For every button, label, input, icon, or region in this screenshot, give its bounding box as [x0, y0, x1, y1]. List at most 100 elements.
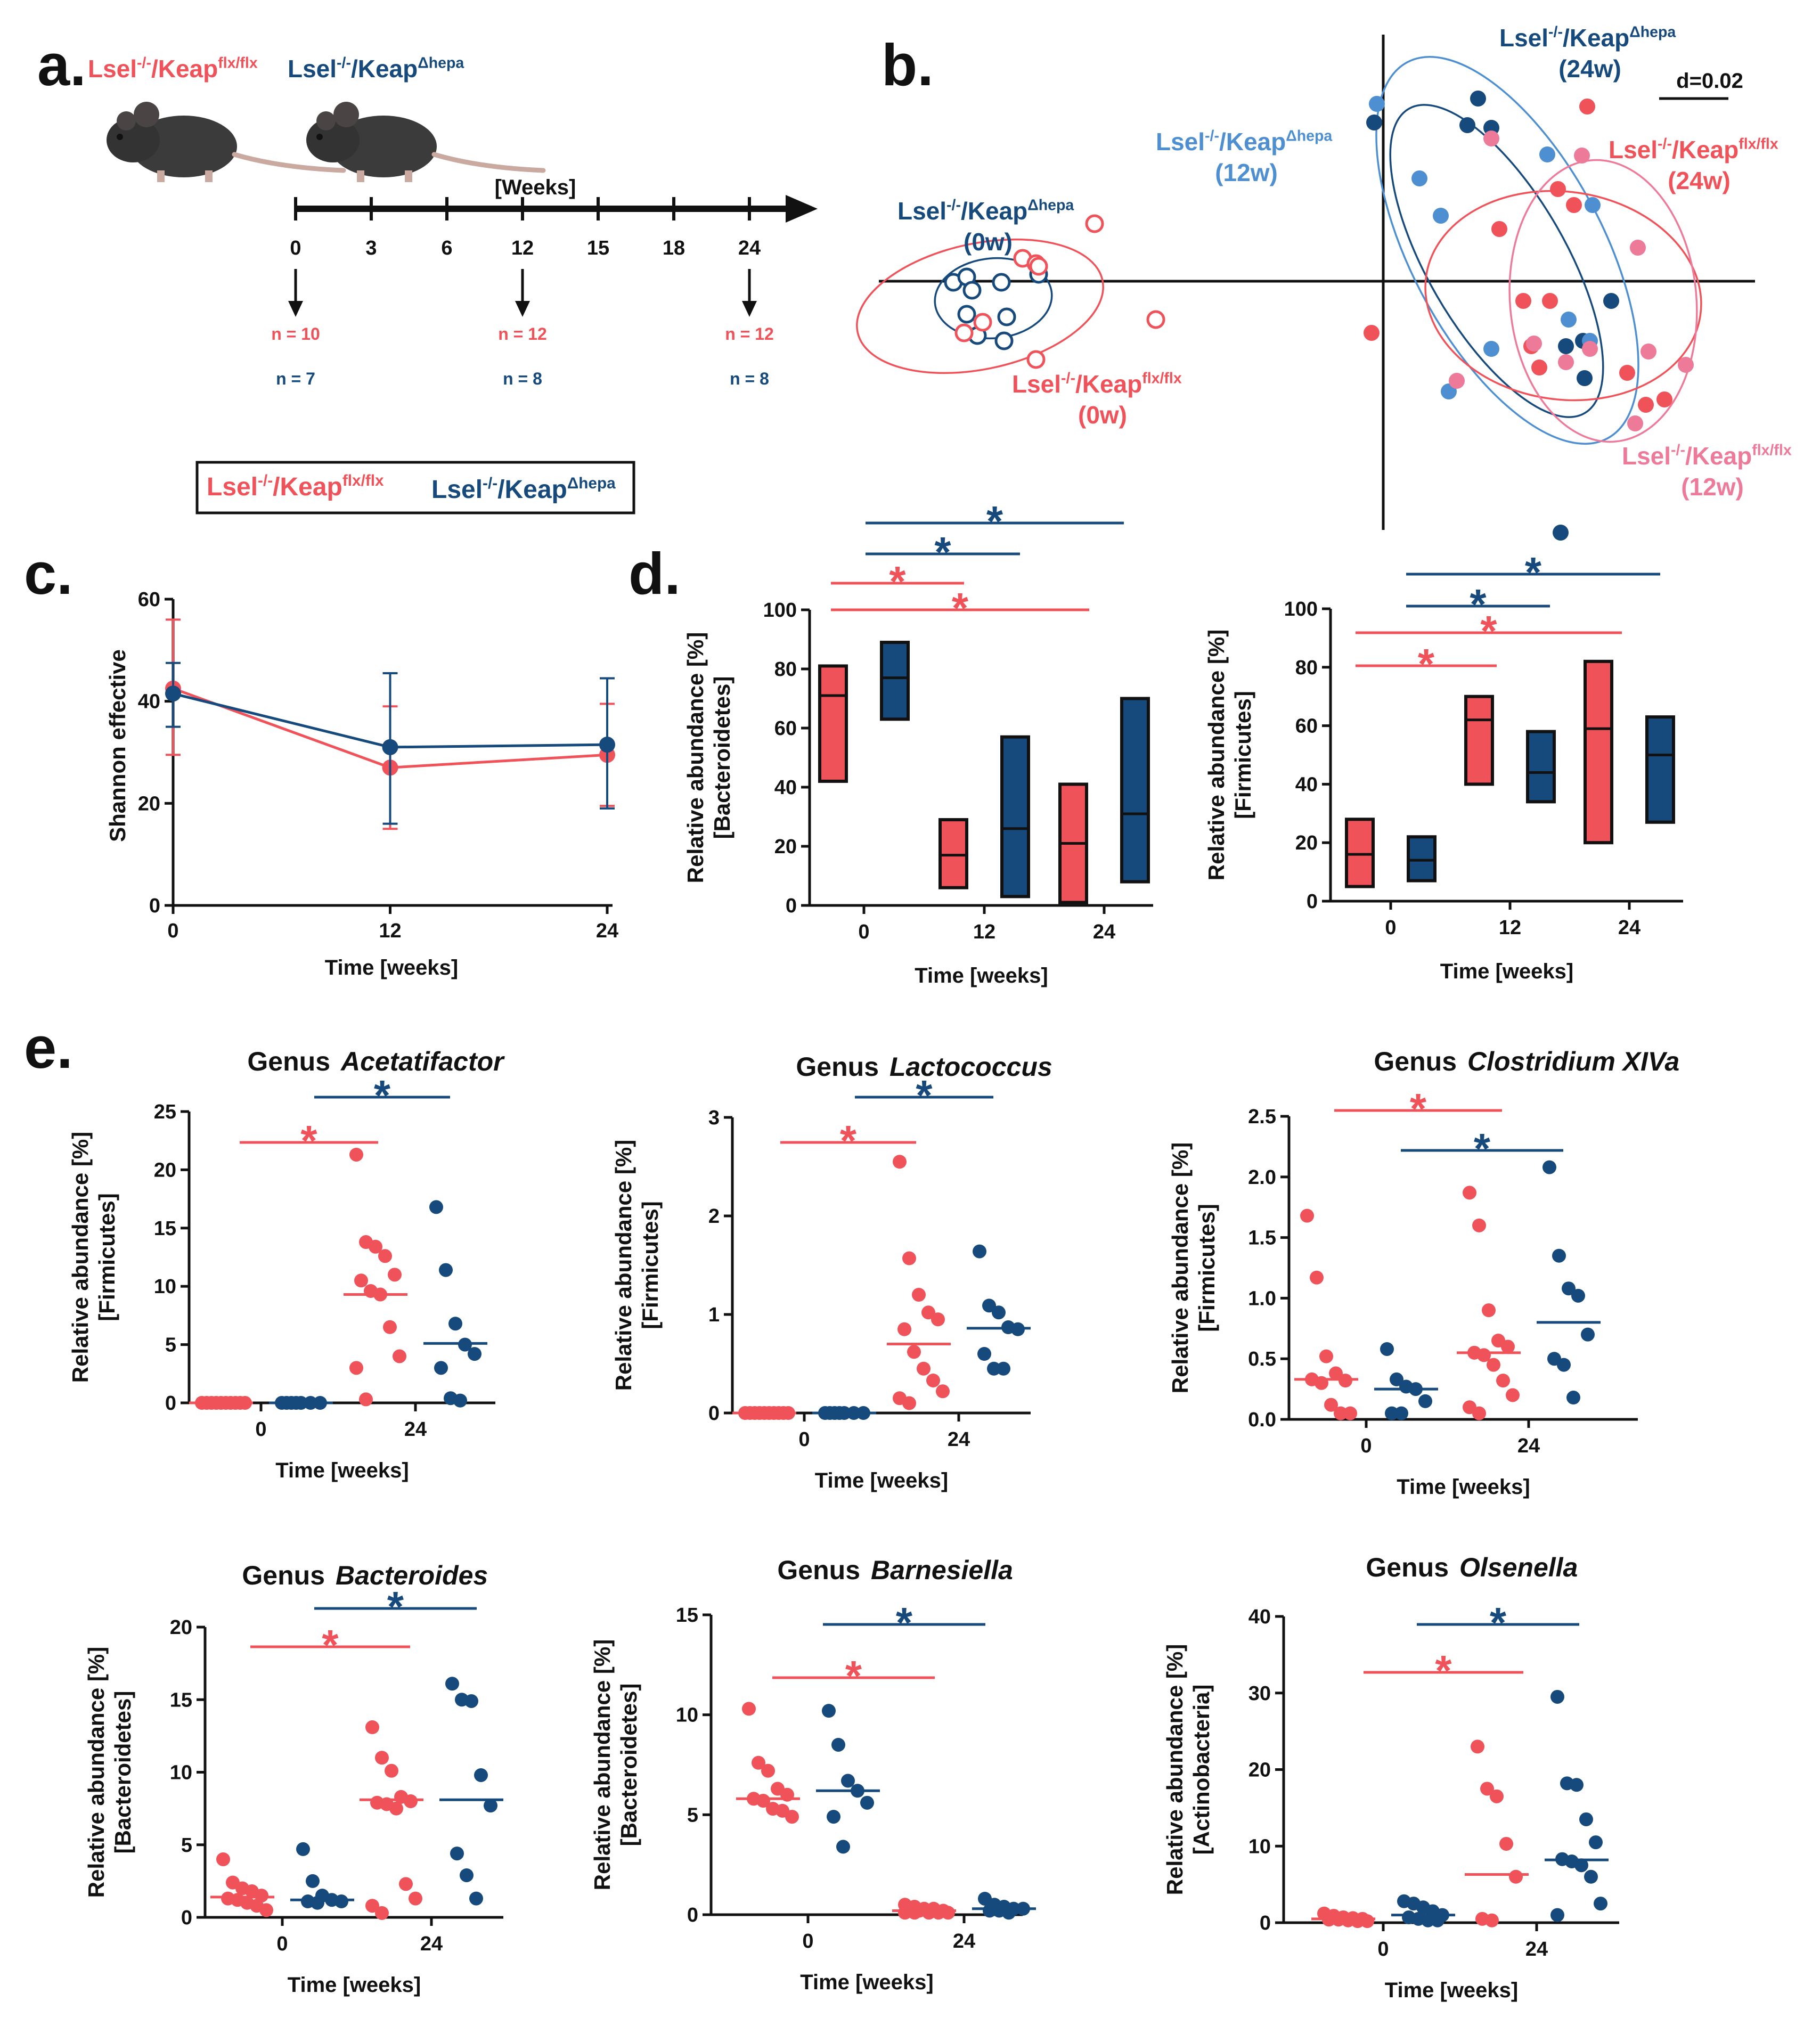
- e5-y-tick-label: 15: [676, 1604, 698, 1627]
- e4-point-blue: [311, 1896, 324, 1910]
- e3-y-tick-label: 2.0: [1248, 1166, 1276, 1189]
- e3-ylabel: Relative abundance [%]: [1168, 1142, 1193, 1393]
- e1-sig-star: *: [374, 1072, 391, 1119]
- e3-point-blue: [1566, 1391, 1580, 1405]
- e2-point-red: [931, 1312, 945, 1327]
- d1-y-tick-label: 60: [774, 717, 797, 740]
- e5-point-blue: [841, 1774, 855, 1788]
- e3-point-red: [1329, 1366, 1343, 1380]
- e3-point-blue: [1542, 1160, 1556, 1174]
- pcoa-group-label: Lsel-/-/KeapΔhepa: [897, 197, 1074, 225]
- pcoa-point-hepa-12w: [1585, 197, 1601, 213]
- e6-x-tick-label: 0: [1377, 1938, 1389, 1961]
- e6-point-blue: [1550, 1908, 1564, 1922]
- shannon-ylabel: Shannon effective: [105, 649, 130, 842]
- pcoa-point-hepa-0w: [997, 307, 1016, 326]
- d2-ylabel2: [Firmicutes]: [1230, 691, 1255, 819]
- e1-y-tick-label: 0: [165, 1392, 176, 1415]
- d1-y-tick-label: 100: [763, 599, 797, 622]
- e2-x-tick-label: 0: [798, 1428, 810, 1451]
- panel-letter-b: b.: [882, 32, 934, 98]
- d1-box-blue: [1000, 735, 1030, 898]
- shannon-point-blue: [165, 685, 181, 702]
- d1-box-blue: [1120, 697, 1150, 884]
- d1-box-blue: [880, 641, 910, 721]
- e5-point-red: [898, 1906, 912, 1920]
- count-flx: n = 12: [725, 324, 774, 344]
- e6-point-blue: [1589, 1835, 1603, 1850]
- e2-point-red: [897, 1322, 911, 1336]
- e2-point-red: [902, 1396, 916, 1410]
- pcoa-group-time: (12w): [1215, 159, 1278, 186]
- d2-y-tick-label: 80: [1295, 657, 1318, 679]
- pcoa-point-hepa-0w: [992, 273, 1011, 292]
- count-hepa: n = 8: [503, 369, 542, 388]
- shannon-y-tick-label: 60: [138, 589, 160, 611]
- e5-point-red: [761, 1763, 775, 1778]
- e2-sig-star: *: [916, 1072, 933, 1119]
- e5-title-prefix: Genus: [777, 1555, 860, 1585]
- d1-ylabel: Relative abundance [%]: [683, 632, 708, 883]
- e1-point-red: [388, 1268, 402, 1282]
- e1-ylabel: Relative abundance [%]: [68, 1132, 93, 1383]
- timeline-tick-label: 3: [365, 237, 377, 259]
- e3-point-blue: [1394, 1406, 1408, 1420]
- pcoa-point-flx-24w: [1542, 293, 1558, 309]
- e5-point-red: [752, 1755, 765, 1770]
- e4-point-blue: [296, 1842, 310, 1856]
- sampling-arrow-head: [742, 301, 757, 317]
- e4-point-blue: [474, 1768, 488, 1782]
- e1-y-tick-label: 20: [154, 1159, 176, 1181]
- d2-x-tick-label: 0: [1385, 917, 1396, 939]
- shannon-xlabel: Time [weeks]: [325, 956, 459, 979]
- d1-y-tick-label: 20: [774, 836, 797, 858]
- d2-sig-star: *: [1470, 581, 1487, 628]
- d2-sig-star: *: [1480, 607, 1497, 655]
- e3-title-genus: Clostridium XIVa: [1467, 1047, 1679, 1076]
- e6-point-blue: [1431, 1913, 1444, 1927]
- d1-sig-star: *: [952, 584, 969, 632]
- d2-y-tick-label: 60: [1295, 715, 1318, 738]
- mouse-tail: [431, 152, 546, 173]
- e1-point-red: [383, 1320, 397, 1334]
- pcoa-point-hepa-12w: [1539, 146, 1555, 162]
- e1-sig-star: *: [300, 1117, 317, 1164]
- pcoa-ellipse-hepa-24w: [1389, 104, 1604, 418]
- mouse-head: [306, 118, 360, 162]
- e2-point-red: [893, 1155, 907, 1169]
- pcoa-point-hepa-0w: [962, 281, 982, 300]
- e1-point-red: [349, 1361, 363, 1375]
- pcoa-point-hepa-12w: [1433, 208, 1449, 224]
- d1-sig-star: *: [934, 528, 951, 576]
- pcoa-point-flx-24w: [1579, 99, 1595, 115]
- e6-y-tick-label: 30: [1248, 1682, 1271, 1705]
- timeline-tick-label: 15: [587, 237, 609, 259]
- e4-y-tick-label: 10: [170, 1762, 192, 1784]
- e1-point-red: [378, 1249, 392, 1263]
- d1-box-red: [818, 664, 848, 783]
- e4-point-red: [259, 1903, 273, 1917]
- pcoa-ellipse-flx-12w: [1508, 159, 1698, 443]
- pcoa-group-label: Lsel-/-/KeapΔhepa: [1499, 24, 1676, 52]
- e1-point-blue: [429, 1200, 443, 1214]
- mouse-tail: [232, 152, 346, 173]
- pcoa-point-hepa-24w: [1603, 293, 1619, 309]
- e5-point-red: [932, 1906, 945, 1920]
- e2-point-red: [907, 1345, 921, 1359]
- e5-y-tick-label: 5: [687, 1804, 698, 1826]
- e4-point-blue: [464, 1694, 478, 1708]
- shannon-y-tick-label: 20: [138, 793, 160, 815]
- pcoa-point-flx-12w: [1558, 354, 1574, 370]
- e3-ylabel2: [Firmicutes]: [1194, 1204, 1219, 1332]
- e6-point-blue: [1594, 1897, 1607, 1911]
- e1-y-tick-label: 10: [154, 1276, 176, 1298]
- e3-point-red: [1463, 1186, 1476, 1200]
- d1-x-tick-label: 24: [1093, 921, 1115, 943]
- e3-point-blue: [1418, 1394, 1432, 1408]
- e1-point-red: [349, 1147, 363, 1162]
- d1-y-tick-label: 0: [786, 895, 797, 917]
- mouse-foot: [205, 170, 213, 182]
- e1-x-tick-label: 24: [404, 1418, 427, 1441]
- pcoa-point-hepa-24w: [1553, 525, 1569, 541]
- d2-y-tick-label: 40: [1295, 773, 1318, 796]
